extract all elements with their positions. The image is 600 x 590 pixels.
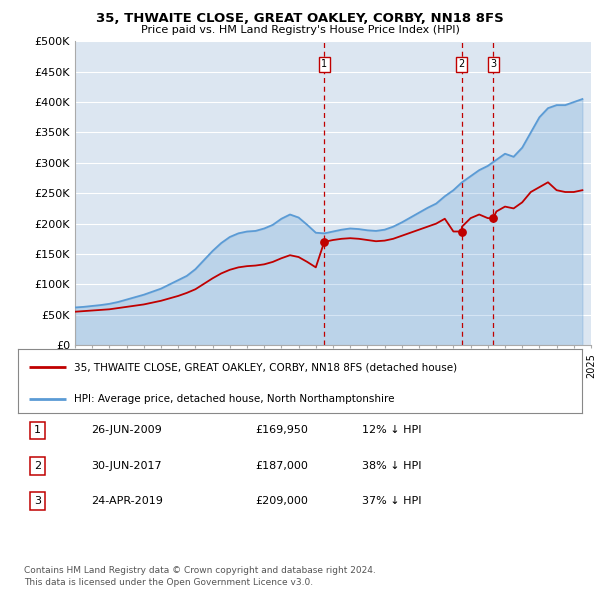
Point: [457, 227, 467, 236]
Text: £169,950: £169,950: [255, 425, 308, 435]
Text: 3: 3: [490, 60, 496, 70]
Text: 30-JUN-2017: 30-JUN-2017: [91, 461, 162, 471]
Text: 1: 1: [321, 60, 327, 70]
Text: £187,000: £187,000: [255, 461, 308, 471]
Text: 2: 2: [459, 60, 465, 70]
Text: Contains HM Land Registry data © Crown copyright and database right 2024.
This d: Contains HM Land Registry data © Crown c…: [24, 566, 376, 587]
Point: [488, 214, 498, 223]
Text: 38% ↓ HPI: 38% ↓ HPI: [362, 461, 422, 471]
Text: £209,000: £209,000: [255, 496, 308, 506]
Text: 37% ↓ HPI: 37% ↓ HPI: [362, 496, 422, 506]
Text: 3: 3: [34, 496, 41, 506]
Text: 12% ↓ HPI: 12% ↓ HPI: [362, 425, 422, 435]
Text: 35, THWAITE CLOSE, GREAT OAKLEY, CORBY, NN18 8FS (detached house): 35, THWAITE CLOSE, GREAT OAKLEY, CORBY, …: [74, 362, 458, 372]
Text: 1: 1: [34, 425, 41, 435]
Text: 26-JUN-2009: 26-JUN-2009: [91, 425, 162, 435]
Text: Price paid vs. HM Land Registry's House Price Index (HPI): Price paid vs. HM Land Registry's House …: [140, 25, 460, 35]
Text: 24-APR-2019: 24-APR-2019: [91, 496, 163, 506]
Text: 35, THWAITE CLOSE, GREAT OAKLEY, CORBY, NN18 8FS: 35, THWAITE CLOSE, GREAT OAKLEY, CORBY, …: [96, 12, 504, 25]
Text: 2: 2: [34, 461, 41, 471]
Text: HPI: Average price, detached house, North Northamptonshire: HPI: Average price, detached house, Nort…: [74, 394, 395, 404]
Point: [319, 237, 329, 247]
